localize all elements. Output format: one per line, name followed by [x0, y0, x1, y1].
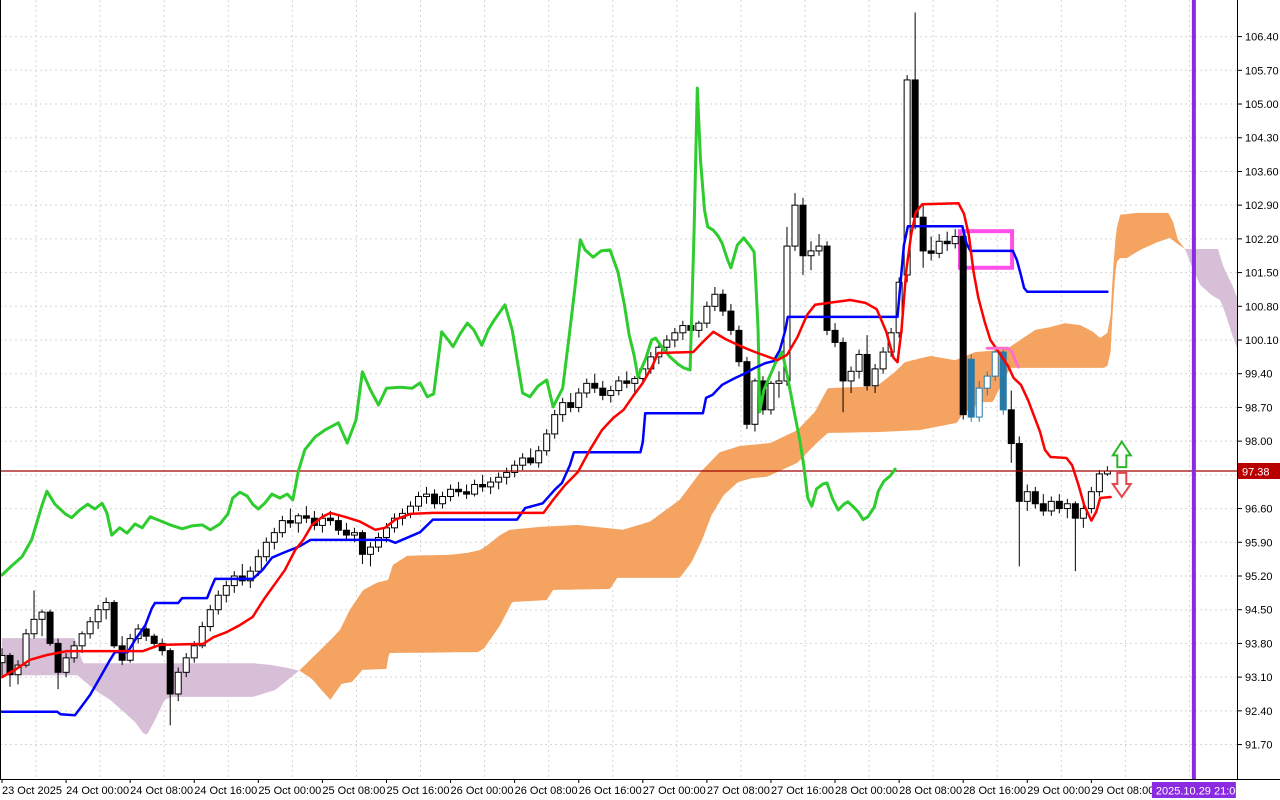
x-axis-label: 24 Oct 00:00 — [66, 785, 129, 797]
y-axis-label: 105.00 — [1245, 99, 1279, 111]
y-axis-label: 98.70 — [1245, 402, 1273, 414]
y-axis-label: 100.80 — [1245, 301, 1279, 313]
ichimoku-cloud — [2, 212, 1237, 735]
y-axis-label: 93.80 — [1245, 638, 1273, 650]
y-axis-label: 91.70 — [1245, 740, 1273, 752]
x-axis-label: 25 Oct 00:00 — [258, 785, 321, 797]
y-axis-label: 100.10 — [1245, 335, 1279, 347]
x-axis-label: 25 Oct 16:00 — [386, 785, 449, 797]
x-axis-label: 28 Oct 08:00 — [899, 785, 962, 797]
y-axis-label: 102.90 — [1245, 200, 1279, 212]
candlesticks — [0, 12, 1111, 726]
y-axis-label: 92.40 — [1245, 706, 1273, 718]
x-axis-label: 24 Oct 08:00 — [130, 785, 193, 797]
signal-arrows[interactable] — [1110, 439, 1133, 499]
x-axis-label: 29 Oct 08:00 — [1091, 785, 1154, 797]
y-axis-label: 105.70 — [1245, 65, 1279, 77]
pink-trend-line[interactable] — [985, 346, 1020, 369]
x-axis-label: 27 Oct 16:00 — [771, 785, 834, 797]
price-axis[interactable]: 106.40 105.70 105.00 104.30 103.60 102.90 102.… — [1237, 32, 1279, 752]
y-axis-label: 101.50 — [1245, 268, 1279, 280]
y-axis-label: 103.60 — [1245, 166, 1279, 178]
price-marker-label: 97.38 — [1242, 467, 1270, 479]
x-axis-label: 27 Oct 08:00 — [707, 785, 770, 797]
x-axis-label: 25 Oct 08:00 — [322, 785, 385, 797]
time-marker-label: 2025.10.29 21:00 — [1156, 786, 1242, 798]
y-axis-label: 94.50 — [1245, 605, 1273, 617]
y-axis-label: 106.40 — [1245, 32, 1279, 44]
y-axis-label: 93.10 — [1245, 672, 1273, 684]
x-axis-label: 29 Oct 00:00 — [1027, 785, 1090, 797]
x-axis-label: 26 Oct 00:00 — [451, 785, 514, 797]
x-axis-label: 23 Oct 2025 — [2, 785, 62, 797]
time-axis[interactable]: 23 Oct 2025 24 Oct 00:00 24 Oct 08:00 24 Oc… — [1, 779, 1154, 797]
grid-lines — [0, 0, 1237, 779]
ichimoku-lines — [0, 86, 1112, 717]
arrow-up-icon[interactable] — [1110, 439, 1133, 469]
y-axis-label: 104.30 — [1245, 133, 1279, 145]
price-marker-box: 97.38 — [1238, 463, 1280, 479]
y-axis-label: 102.20 — [1245, 234, 1279, 246]
x-axis-label: 28 Oct 16:00 — [963, 785, 1026, 797]
time-marker-box: 2025.10.29 21:00 — [1151, 782, 1242, 798]
x-axis-label: 24 Oct 16:00 — [194, 785, 257, 797]
x-axis-label: 28 Oct 00:00 — [835, 785, 898, 797]
x-axis-label: 27 Oct 00:00 — [643, 785, 706, 797]
arrow-down-icon[interactable] — [1110, 471, 1133, 499]
x-axis-label: 26 Oct 16:00 — [579, 785, 642, 797]
y-axis-label: 96.60 — [1245, 504, 1273, 516]
x-axis-label: 26 Oct 08:00 — [515, 785, 578, 797]
y-axis-label: 95.20 — [1245, 571, 1273, 583]
y-axis-label: 99.40 — [1245, 369, 1273, 381]
y-axis-label: 95.90 — [1245, 537, 1273, 549]
y-axis-label: 98.00 — [1245, 436, 1273, 448]
chart-frame — [0, 0, 1280, 780]
